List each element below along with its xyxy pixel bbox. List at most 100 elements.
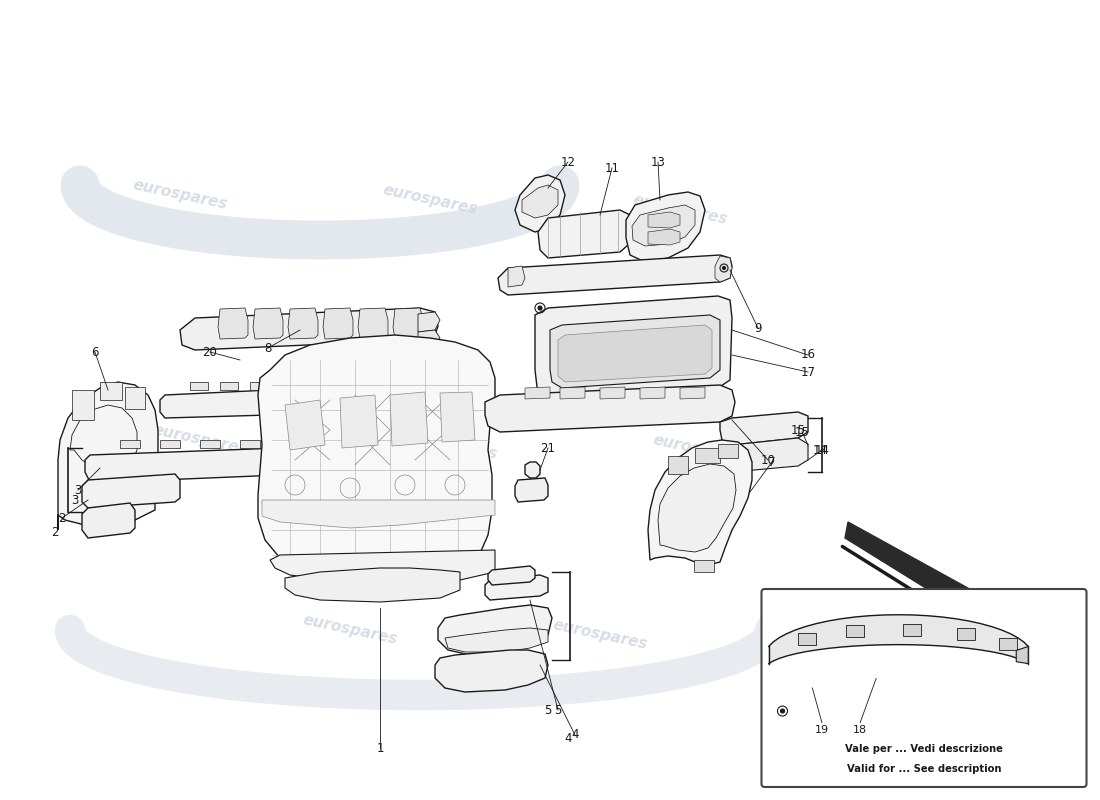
Bar xyxy=(847,626,865,638)
Circle shape xyxy=(723,266,726,270)
Polygon shape xyxy=(393,308,424,339)
Text: 5: 5 xyxy=(544,703,552,717)
Polygon shape xyxy=(640,387,666,399)
Polygon shape xyxy=(1016,646,1028,664)
Text: 15: 15 xyxy=(794,426,810,438)
Polygon shape xyxy=(70,405,138,470)
Polygon shape xyxy=(285,400,324,450)
Polygon shape xyxy=(323,308,353,339)
Polygon shape xyxy=(718,444,738,458)
Circle shape xyxy=(781,709,784,713)
Text: 14: 14 xyxy=(813,443,827,457)
Text: 19: 19 xyxy=(815,726,829,735)
Polygon shape xyxy=(82,474,180,508)
Polygon shape xyxy=(558,325,712,382)
Text: 5: 5 xyxy=(554,703,562,717)
Bar xyxy=(798,633,816,645)
Text: eurospares: eurospares xyxy=(551,618,649,652)
Circle shape xyxy=(538,306,542,310)
Polygon shape xyxy=(648,229,680,245)
Bar xyxy=(957,628,975,640)
Text: 8: 8 xyxy=(264,342,272,354)
Polygon shape xyxy=(515,175,565,232)
Polygon shape xyxy=(648,212,680,228)
Polygon shape xyxy=(434,650,548,692)
Text: eurospares: eurospares xyxy=(402,428,498,462)
Polygon shape xyxy=(694,560,714,572)
Text: 18: 18 xyxy=(854,726,867,735)
Text: 6: 6 xyxy=(91,346,99,358)
Text: 15: 15 xyxy=(791,423,805,437)
Text: 4: 4 xyxy=(564,731,572,745)
Text: Vale per ... Vedi descrizione: Vale per ... Vedi descrizione xyxy=(845,745,1003,754)
Polygon shape xyxy=(680,387,705,399)
Text: 14: 14 xyxy=(814,443,829,457)
Polygon shape xyxy=(285,568,460,602)
Polygon shape xyxy=(658,464,736,552)
Polygon shape xyxy=(515,478,548,502)
Polygon shape xyxy=(250,382,268,390)
Polygon shape xyxy=(418,330,440,347)
Polygon shape xyxy=(258,335,495,590)
Polygon shape xyxy=(446,628,548,652)
Polygon shape xyxy=(125,387,145,409)
Polygon shape xyxy=(72,390,94,420)
FancyBboxPatch shape xyxy=(761,589,1087,787)
Polygon shape xyxy=(240,440,260,448)
Polygon shape xyxy=(522,185,558,218)
Text: eurospares: eurospares xyxy=(631,193,729,227)
Text: 16: 16 xyxy=(801,349,815,362)
Text: 12: 12 xyxy=(561,155,575,169)
Text: 17: 17 xyxy=(801,366,815,378)
Polygon shape xyxy=(440,392,475,442)
Polygon shape xyxy=(550,315,720,388)
Polygon shape xyxy=(218,308,248,339)
Text: 10: 10 xyxy=(760,454,775,466)
Polygon shape xyxy=(85,448,290,488)
Bar xyxy=(903,624,921,636)
Polygon shape xyxy=(200,440,220,448)
Bar xyxy=(999,638,1016,650)
Polygon shape xyxy=(632,205,695,246)
Text: eurospares: eurospares xyxy=(382,182,478,218)
Polygon shape xyxy=(715,256,732,282)
Polygon shape xyxy=(695,448,721,463)
Polygon shape xyxy=(720,412,808,445)
Polygon shape xyxy=(648,440,752,565)
Polygon shape xyxy=(535,296,732,400)
Polygon shape xyxy=(358,308,388,339)
Polygon shape xyxy=(498,255,732,295)
Text: eurospares: eurospares xyxy=(151,422,249,458)
Polygon shape xyxy=(160,440,180,448)
Polygon shape xyxy=(418,312,440,332)
Polygon shape xyxy=(508,266,525,287)
Polygon shape xyxy=(82,503,135,538)
Polygon shape xyxy=(525,387,550,399)
Text: 21: 21 xyxy=(540,442,556,454)
Polygon shape xyxy=(485,385,735,432)
Polygon shape xyxy=(288,308,318,339)
Polygon shape xyxy=(720,438,808,472)
Polygon shape xyxy=(845,522,975,640)
Text: 7: 7 xyxy=(768,455,776,469)
Polygon shape xyxy=(600,387,625,399)
Polygon shape xyxy=(438,605,552,655)
Polygon shape xyxy=(140,458,155,476)
Polygon shape xyxy=(626,192,705,262)
Text: 1: 1 xyxy=(376,742,384,754)
Polygon shape xyxy=(769,614,1028,664)
Text: eurospares: eurospares xyxy=(651,433,749,467)
Polygon shape xyxy=(190,382,208,390)
Text: eurospares: eurospares xyxy=(301,613,399,647)
Text: 3: 3 xyxy=(72,494,79,506)
Text: 4: 4 xyxy=(571,729,579,742)
Text: 2: 2 xyxy=(52,526,58,538)
Text: 2: 2 xyxy=(58,511,66,525)
Polygon shape xyxy=(120,440,140,448)
Polygon shape xyxy=(180,308,438,350)
Polygon shape xyxy=(488,566,535,585)
Polygon shape xyxy=(668,456,688,474)
Text: 20: 20 xyxy=(202,346,218,358)
Polygon shape xyxy=(525,462,540,478)
Polygon shape xyxy=(538,210,632,258)
